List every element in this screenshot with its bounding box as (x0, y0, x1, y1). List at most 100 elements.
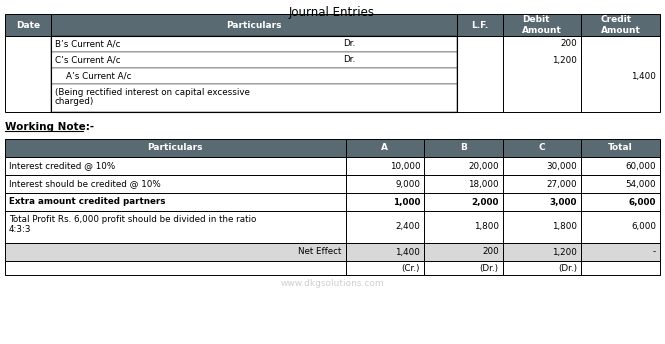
Bar (581, 211, 660, 243)
Text: C’s Current A/c: C’s Current A/c (55, 55, 120, 65)
Bar (424, 157, 503, 175)
Bar (503, 14, 581, 36)
Bar (581, 14, 660, 36)
Bar (5, 139, 346, 157)
Text: (Being rectified interest on capital excessive: (Being rectified interest on capital exc… (55, 88, 250, 97)
Text: Credit
Amount: Credit Amount (600, 15, 640, 35)
Bar (581, 193, 660, 211)
Bar (581, 243, 660, 261)
Text: L.F.: L.F. (471, 21, 489, 30)
Bar (503, 193, 581, 211)
Text: Net Effect: Net Effect (298, 247, 342, 257)
Text: www.dkgsolutions.com: www.dkgsolutions.com (280, 279, 384, 288)
Bar (503, 36, 581, 112)
Text: Total Profit Rs. 6,000 profit should be divided in the ratio: Total Profit Rs. 6,000 profit should be … (9, 215, 257, 224)
Bar (51, 36, 457, 112)
Bar (503, 211, 581, 243)
Text: Total: Total (608, 143, 633, 152)
Bar (581, 157, 660, 175)
Bar (457, 14, 503, 36)
Bar (51, 14, 457, 36)
Text: Working Note:-: Working Note:- (5, 122, 94, 132)
Text: A’s Current A/c: A’s Current A/c (55, 72, 132, 80)
Text: 54,000: 54,000 (625, 180, 656, 189)
Bar (581, 175, 660, 193)
Bar (424, 261, 503, 275)
Text: 18,000: 18,000 (468, 180, 499, 189)
Bar (5, 193, 346, 211)
Bar (346, 243, 424, 261)
Text: 200: 200 (482, 247, 499, 257)
Bar (424, 175, 503, 193)
Text: 1,200: 1,200 (553, 55, 577, 65)
Text: 1,800: 1,800 (473, 223, 499, 232)
Text: 1,400: 1,400 (631, 72, 656, 80)
Bar (424, 139, 503, 157)
Text: Dr.: Dr. (343, 40, 356, 49)
Bar (5, 261, 346, 275)
Bar (457, 36, 503, 112)
Text: Particulars: Particulars (148, 143, 203, 152)
Text: 3,000: 3,000 (550, 197, 577, 206)
Text: 1,200: 1,200 (553, 247, 577, 257)
Text: 6,000: 6,000 (628, 197, 656, 206)
Bar (51, 84, 457, 112)
Bar (51, 68, 457, 84)
Bar (5, 243, 346, 261)
Text: 27,000: 27,000 (547, 180, 577, 189)
Bar (503, 261, 581, 275)
Text: 2,400: 2,400 (395, 223, 420, 232)
Text: Extra amount credited partners: Extra amount credited partners (9, 197, 166, 206)
Text: 200: 200 (561, 40, 577, 49)
Bar (5, 157, 346, 175)
Bar (503, 139, 581, 157)
Text: Debit
Amount: Debit Amount (522, 15, 562, 35)
Bar (5, 211, 346, 243)
Bar (51, 36, 457, 52)
Bar (51, 52, 457, 68)
Bar (424, 211, 503, 243)
Bar (503, 157, 581, 175)
Bar (346, 139, 424, 157)
Text: 4:3:3: 4:3:3 (9, 225, 31, 234)
Bar (581, 139, 660, 157)
Text: 10,000: 10,000 (390, 161, 420, 171)
Text: (Dr.): (Dr.) (479, 264, 499, 272)
Bar (503, 243, 581, 261)
Text: B: B (460, 143, 467, 152)
Text: 30,000: 30,000 (547, 161, 577, 171)
Bar (346, 157, 424, 175)
Text: Date: Date (16, 21, 40, 30)
Text: 9,000: 9,000 (395, 180, 420, 189)
Bar (5, 36, 51, 112)
Text: 6,000: 6,000 (631, 223, 656, 232)
Bar (503, 175, 581, 193)
Text: -: - (653, 247, 656, 257)
Text: 2,000: 2,000 (471, 197, 499, 206)
Text: Journal Entries: Journal Entries (289, 6, 375, 19)
Bar (581, 36, 660, 112)
Bar (346, 211, 424, 243)
Text: charged): charged) (55, 97, 94, 106)
Text: 20,000: 20,000 (468, 161, 499, 171)
Text: (Dr.): (Dr.) (559, 264, 577, 272)
Text: Dr.: Dr. (343, 55, 356, 65)
Bar (5, 175, 346, 193)
Bar (581, 261, 660, 275)
Text: 60,000: 60,000 (625, 161, 656, 171)
Bar (424, 243, 503, 261)
Text: (Cr.): (Cr.) (402, 264, 420, 272)
Text: Interest should be credited @ 10%: Interest should be credited @ 10% (9, 180, 161, 189)
Bar (5, 14, 51, 36)
Text: A: A (382, 143, 388, 152)
Text: C: C (539, 143, 545, 152)
Bar (346, 261, 424, 275)
Bar (346, 175, 424, 193)
Text: 1,400: 1,400 (395, 247, 420, 257)
Text: Particulars: Particulars (226, 21, 282, 30)
Text: 1,000: 1,000 (393, 197, 420, 206)
Bar (346, 193, 424, 211)
Text: 1,800: 1,800 (553, 223, 577, 232)
Text: B’s Current A/c: B’s Current A/c (55, 40, 120, 49)
Bar (424, 193, 503, 211)
